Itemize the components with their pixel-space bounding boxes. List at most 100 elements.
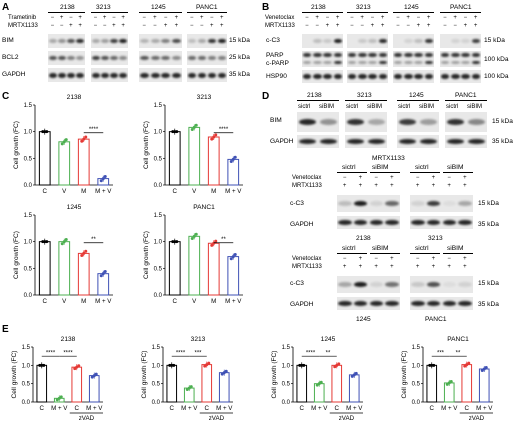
blot-band — [333, 73, 343, 79]
x-tick-label: M + V — [225, 188, 242, 195]
blot-band — [313, 73, 322, 79]
data-point — [354, 371, 358, 375]
blot-band — [67, 56, 76, 60]
bar — [166, 364, 178, 403]
data-point — [210, 137, 214, 141]
blot-band — [369, 219, 384, 225]
bar — [207, 136, 220, 186]
blot-band — [414, 73, 423, 79]
sig-marker: ** — [326, 351, 331, 357]
bar — [207, 242, 220, 296]
b-mrtx1133-sign: − — [453, 23, 457, 29]
zvad-label: zVAD — [469, 415, 485, 422]
blot-band — [100, 39, 109, 43]
b-blot-parp — [440, 51, 481, 67]
d-bot-venetoclax-sign: + — [463, 256, 467, 262]
b-venetoclax-sign: − — [350, 15, 354, 21]
blot-band — [48, 39, 57, 43]
sig-marker: **** — [176, 351, 186, 357]
data-point — [99, 274, 103, 278]
blot-band — [471, 73, 481, 79]
a-line-panc1: PANC1 — [196, 4, 218, 11]
x-tick-label: C — [465, 405, 470, 412]
blot-band — [313, 39, 322, 43]
blot-band — [411, 200, 425, 206]
bar — [348, 374, 360, 403]
d-bot-blot-cc3 — [410, 276, 473, 293]
bar — [426, 364, 438, 403]
y-tick-label: 0.0 — [22, 400, 31, 406]
a-mrtx1133-sign: + — [78, 23, 82, 29]
blot-band — [302, 60, 312, 64]
d-mid-venetoclax-sign: − — [415, 175, 420, 181]
blot-band — [207, 72, 217, 78]
blot-band — [458, 219, 472, 225]
d-mid-blot-gapdh — [410, 216, 473, 229]
bar — [227, 158, 240, 186]
b-mrtx1133-sign: + — [426, 23, 431, 29]
data-point — [224, 369, 228, 373]
d-mid-sictrl-2: sictrl — [415, 164, 429, 171]
blot-band — [161, 39, 171, 43]
data-point — [210, 243, 214, 247]
d-mid-row-venetoclax: Venetoclax — [292, 175, 322, 181]
b-blot-parp-label: PARP — [266, 52, 284, 59]
bar — [478, 368, 490, 403]
b-blot-hsp90 — [347, 70, 388, 83]
d-bot-blot-gapdh-label: GAPDH — [290, 301, 314, 308]
blot-band — [369, 200, 384, 206]
y-tick-label: 1.0 — [154, 240, 163, 246]
y-tick-label: 1.5 — [154, 103, 163, 109]
bar — [218, 372, 230, 403]
a-trametinib-sign: + — [121, 15, 125, 21]
y-tick-label: 0.5 — [22, 382, 31, 388]
d-sibim-label: siBIM — [419, 104, 434, 110]
b-line-2138: 2138 — [311, 4, 326, 11]
data-point — [229, 257, 233, 261]
d-mid-mrtx1133-sign: + — [447, 183, 451, 189]
blot-band — [91, 56, 100, 60]
bar — [188, 235, 201, 296]
blot-band — [347, 119, 364, 125]
data-point — [302, 363, 306, 367]
data-point — [194, 232, 198, 236]
b-blot-cc3 — [440, 34, 481, 48]
data-point — [45, 240, 49, 244]
d-mid-kda-15: 15 kDa — [478, 200, 499, 207]
bar — [227, 256, 240, 296]
blot-band — [323, 53, 332, 57]
a-blot-bcl2 — [187, 51, 227, 65]
x-tick-label: M + V — [311, 405, 328, 412]
d-bot-venetoclax-sign: − — [447, 256, 451, 262]
data-point — [190, 128, 194, 132]
panel-label-e: E — [2, 324, 9, 335]
blot-band — [313, 60, 322, 64]
y-tick-label: 0.5 — [24, 266, 33, 272]
d-mid-line-3213: 3213 — [428, 235, 443, 242]
x-tick-label: M + V — [51, 405, 68, 412]
x-tick-label: C — [40, 405, 45, 412]
data-point — [190, 236, 194, 240]
d-mid-mrtx1133-sign: + — [342, 183, 347, 189]
chart-title: PANC1 — [447, 336, 469, 343]
d-mid-mrtx1133-sign: + — [374, 183, 378, 189]
data-point — [432, 363, 436, 367]
d-blot-bim — [345, 112, 387, 132]
y-tick-label: 0.0 — [152, 400, 161, 406]
blot-band — [440, 73, 450, 79]
sig-marker: **** — [63, 351, 73, 357]
blot-band — [187, 39, 197, 43]
data-point — [337, 362, 341, 366]
b-line-panc1: PANC1 — [450, 4, 472, 11]
a-mrtx1133-sign: − — [50, 23, 55, 29]
bar — [188, 126, 201, 186]
b-row-venetoclax: Venetoclax — [265, 15, 295, 21]
blot-band — [207, 39, 217, 43]
blot-band — [393, 60, 403, 64]
y-tick-label: 0.0 — [24, 183, 33, 189]
a-mrtx1133-sign: − — [153, 23, 157, 29]
blot-band — [338, 200, 352, 206]
bar — [71, 366, 83, 403]
blot-band — [447, 138, 464, 144]
